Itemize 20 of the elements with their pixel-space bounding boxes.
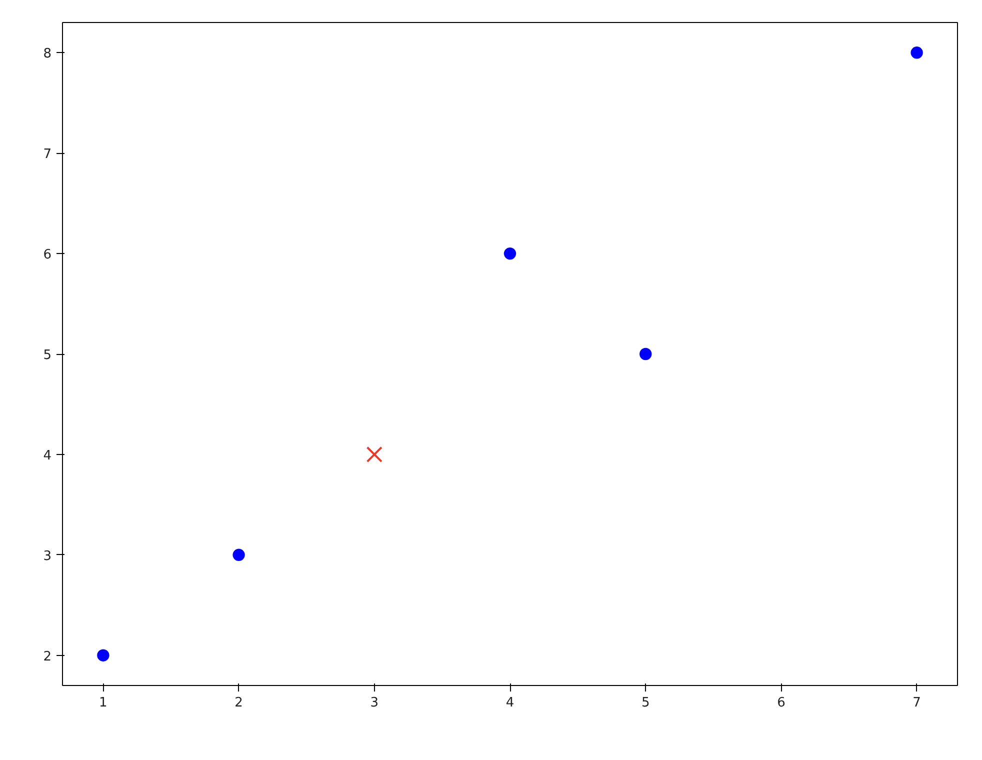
y-tick-label: 2	[43, 649, 52, 664]
y-tick-label: 6	[43, 248, 52, 263]
point	[503, 246, 517, 260]
point	[96, 648, 110, 662]
x-tick-label: 4	[506, 696, 514, 710]
x-tick-label: 6	[777, 696, 786, 710]
point	[366, 446, 382, 463]
x-tick-label: 7	[912, 696, 921, 710]
y-tick-label: 7	[43, 147, 52, 162]
y-tick-label: 4	[43, 448, 52, 464]
x-tick-label: 5	[641, 696, 650, 710]
y-tick-label: 3	[43, 548, 52, 564]
y-tick-label: 8	[43, 46, 52, 62]
x-tick-label: 1	[99, 696, 108, 710]
x-tick-label: 3	[370, 696, 379, 710]
x-tick-label: 2	[234, 696, 243, 710]
point	[910, 46, 924, 60]
point	[638, 347, 653, 361]
point	[232, 548, 246, 562]
y-tick-label: 5	[43, 348, 52, 363]
